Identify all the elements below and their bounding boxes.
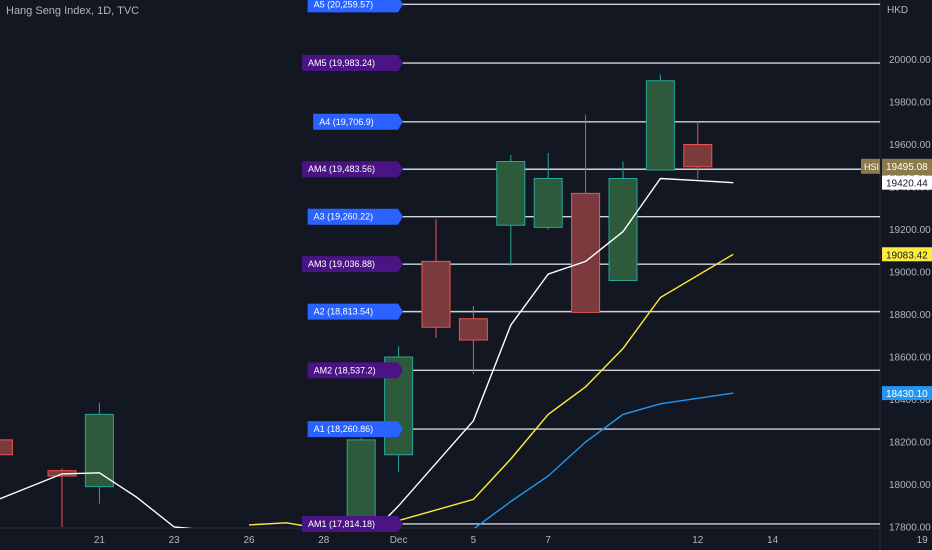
currency-label: HKD — [887, 5, 908, 16]
candle-body — [84, 413, 114, 488]
level-tag-label: AM4 (19,483.56) — [308, 164, 375, 174]
level-tag — [307, 303, 403, 320]
y-tick-label: 18000.00 — [889, 480, 931, 491]
candle-body — [421, 260, 451, 328]
plot-area — [0, 3, 880, 528]
price-tag — [882, 247, 932, 262]
candle-body — [571, 192, 601, 313]
level-tag — [302, 515, 403, 532]
candle-body — [346, 439, 376, 528]
x-tick-label: 21 — [94, 535, 106, 546]
candle-body — [608, 178, 638, 281]
x-tick-label: 19 — [917, 535, 929, 546]
level-tag-label: A1 (18,260.86) — [314, 424, 374, 434]
y-tick-label: 18800.00 — [889, 310, 931, 321]
candle-body — [683, 144, 713, 168]
level-tag — [302, 256, 403, 273]
chart-title: Hang Seng Index, 1D, TVC — [6, 5, 140, 17]
level-tag — [302, 55, 403, 72]
indicator-line — [0, 177, 734, 528]
price-tag-label: 18430.10 — [886, 389, 928, 400]
candle-body — [458, 318, 488, 341]
candle-body — [0, 439, 13, 456]
x-tick-label: 23 — [169, 535, 181, 546]
candle-body — [645, 80, 675, 171]
x-tick-label: 14 — [767, 535, 779, 546]
y-tick-label: 18400.00 — [889, 395, 931, 406]
level-tag-label: AM5 (19,983.24) — [308, 58, 375, 68]
level-tag-label: AM2 (18,537.2) — [314, 365, 376, 375]
level-tag-label: AM3 (19,036.88) — [308, 259, 375, 269]
x-tick-label: 26 — [243, 535, 255, 546]
price-tag-label: 19420.44 — [886, 179, 928, 190]
price-tag — [882, 175, 932, 190]
candle-body — [533, 178, 563, 228]
y-tick-label: 19600.00 — [889, 140, 931, 151]
last-price-label: 19495.08 — [886, 162, 928, 173]
price-tag-label: 19083.42 — [886, 250, 928, 261]
level-tag-label: A5 (20,259.57) — [314, 0, 374, 9]
y-tick-label: 19800.00 — [889, 98, 931, 109]
level-tag-label: A4 (19,706.9) — [319, 117, 374, 127]
level-tag-label: A3 (19,260.22) — [314, 212, 374, 222]
level-tag-label: AM1 (17,814.18) — [308, 519, 375, 529]
y-tick-label: 18200.00 — [889, 438, 931, 449]
level-tag — [302, 161, 403, 178]
level-tag — [307, 0, 403, 13]
ticker-label: HSI — [864, 162, 879, 172]
y-tick-label: 19200.00 — [889, 225, 931, 236]
level-tag — [307, 421, 403, 438]
y-tick-label: 17800.00 — [889, 523, 931, 534]
indicator-line — [473, 392, 734, 528]
y-tick-label: 18600.00 — [889, 353, 931, 364]
x-tick-label: 7 — [545, 535, 551, 546]
x-tick-label: 5 — [471, 535, 477, 546]
level-tag — [313, 113, 403, 130]
y-tick-label: 20000.00 — [889, 55, 931, 66]
indicator-line — [248, 253, 734, 528]
level-tag — [307, 362, 403, 379]
level-tag — [307, 208, 403, 225]
candle-body — [496, 161, 526, 226]
level-tag-label: A2 (18,813.54) — [314, 307, 374, 317]
x-tick-label: Dec — [390, 535, 408, 546]
x-tick-label: 12 — [692, 535, 704, 546]
price-tag — [882, 386, 932, 401]
x-tick-label: 28 — [318, 535, 330, 546]
y-tick-label: 19000.00 — [889, 268, 931, 279]
ticker-tag — [861, 158, 880, 174]
